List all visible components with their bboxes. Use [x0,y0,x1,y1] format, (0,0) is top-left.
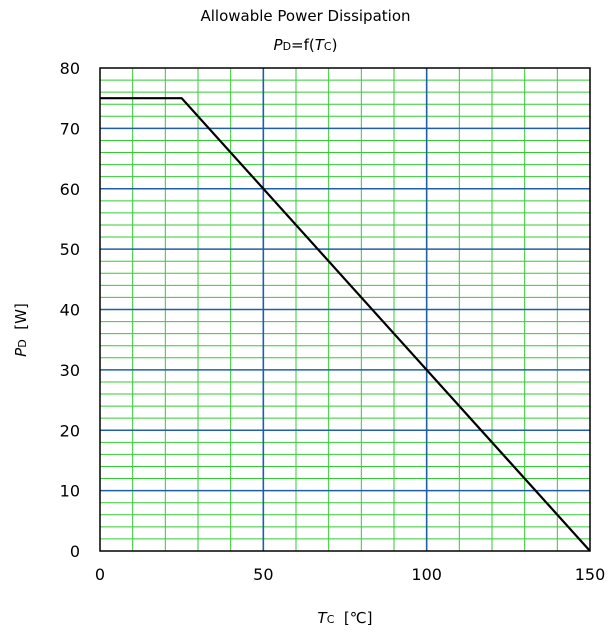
y-tick-label: 70 [60,119,80,138]
subtitle-p: P [273,36,283,54]
y-tick-label: 50 [60,240,80,259]
subtitle-end: ) [331,36,338,54]
y-axis-symbol-sub: D [16,339,29,348]
x-axis-label: TC [℃] [100,609,590,627]
chart-subtitle: PD=f(TC) [0,36,611,54]
major-grid [100,68,590,551]
y-axis-unit: [W] [12,303,30,330]
y-tick-label: 10 [60,482,80,501]
subtitle-t: T [314,36,324,54]
y-tick-label: 80 [60,59,80,78]
y-ticks: 0 10 20 30 40 50 60 70 80 [60,59,80,561]
y-tick-label: 60 [60,180,80,199]
x-tick-label: 150 [575,565,606,584]
y-tick-label: 0 [70,542,80,561]
y-axis-label: PD [W] [12,303,30,357]
y-tick-label: 30 [60,361,80,380]
subtitle-p-sub: D [282,40,292,53]
x-axis-symbol: T [317,609,327,627]
series-line [100,97,591,552]
subtitle-mid: =f( [291,36,315,54]
x-axis-symbol-sub: C [326,613,335,626]
x-ticks: 0 50 100 150 [95,565,605,584]
series-layer [100,97,591,552]
chart-title: Allowable Power Dissipation [200,7,411,25]
y-tick-label: 20 [60,421,80,440]
minor-grid [100,68,590,551]
x-tick-label: 50 [253,565,273,584]
x-tick-label: 0 [95,565,105,584]
y-axis-symbol: P [12,347,30,357]
plot-frame [99,67,591,552]
x-tick-label: 100 [411,565,442,584]
x-axis-unit: [℃] [343,609,373,627]
y-tick-label: 40 [60,301,80,320]
subtitle-t-sub: C [323,40,332,53]
